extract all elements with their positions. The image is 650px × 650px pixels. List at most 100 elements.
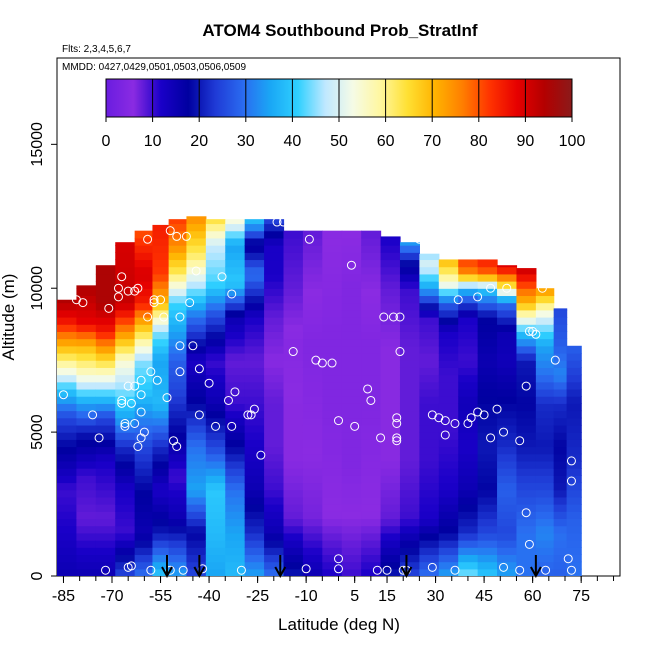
heatmap-cell xyxy=(76,403,97,412)
heatmap-cell xyxy=(497,410,518,419)
heatmap-cell xyxy=(399,540,420,548)
heatmap-cell xyxy=(57,302,78,311)
heatmap-cell xyxy=(516,511,537,520)
heatmap-cell xyxy=(95,388,116,397)
heatmap-cell xyxy=(302,439,323,448)
heatmap-cell xyxy=(553,547,568,556)
observation-point xyxy=(317,358,327,368)
observation-point xyxy=(372,565,382,575)
heatmap-cell xyxy=(566,410,582,419)
heatmap-cell xyxy=(535,345,555,354)
heatmap-cell xyxy=(497,554,518,563)
heatmap-cell xyxy=(553,417,568,426)
heatmap-cell xyxy=(57,468,78,476)
heatmap-cell xyxy=(244,482,265,491)
heatmap-cell xyxy=(225,460,246,469)
heatmap-cell xyxy=(497,424,518,433)
heatmap-cell xyxy=(438,295,459,304)
heatmap-cell xyxy=(115,468,136,476)
heatmap-cell xyxy=(205,381,226,390)
heatmap-cell xyxy=(264,532,285,541)
heatmap-cell xyxy=(535,374,555,383)
heatmap-cell xyxy=(225,511,246,520)
heatmap-cell xyxy=(477,525,498,534)
heatmap-cell xyxy=(76,453,97,462)
heatmap-cell xyxy=(283,309,304,318)
heatmap-cell xyxy=(152,453,170,462)
heatmap-cell xyxy=(419,388,440,397)
heatmap-cell xyxy=(419,253,440,261)
heatmap-cell xyxy=(152,237,170,246)
heatmap-cell xyxy=(95,324,116,332)
heatmap-cell xyxy=(419,309,440,318)
heatmap-cell xyxy=(477,338,498,347)
heatmap-cell xyxy=(264,475,285,484)
heatmap-cell xyxy=(419,331,440,340)
heatmap-cell xyxy=(302,475,323,484)
heatmap-cell xyxy=(535,352,555,361)
heatmap-cell xyxy=(244,245,265,253)
x-tick-label: -25 xyxy=(246,588,269,605)
heatmap-cell xyxy=(419,317,440,325)
heatmap-cell xyxy=(225,396,246,404)
heatmap-cell xyxy=(57,424,78,433)
observation-point xyxy=(479,410,489,420)
heatmap-cell xyxy=(458,317,479,325)
heatmap-cell xyxy=(152,252,170,261)
heatmap-cell xyxy=(302,367,323,376)
flight-arrows xyxy=(161,555,542,579)
heatmap-cell xyxy=(341,518,362,527)
heatmap-cell xyxy=(516,302,537,311)
x-tick-label: 5 xyxy=(350,588,359,605)
heatmap-cell xyxy=(264,518,285,527)
heatmap-cell xyxy=(322,324,343,332)
observation-point xyxy=(531,329,541,339)
heatmap-cell xyxy=(458,518,479,527)
heatmap-cell xyxy=(458,374,479,383)
heatmap-cell xyxy=(264,266,285,275)
heatmap-cell xyxy=(152,568,170,576)
heatmap-cell xyxy=(76,532,97,541)
heatmap-cell xyxy=(57,554,78,563)
heatmap-cell xyxy=(535,496,555,505)
heatmap-cell xyxy=(264,511,285,520)
heatmap-cell xyxy=(95,331,116,340)
heatmap-cell xyxy=(264,547,285,556)
heatmap-cell xyxy=(168,525,188,534)
heatmap-cell xyxy=(186,309,207,318)
heatmap-cell xyxy=(95,396,116,404)
observation-point xyxy=(515,436,525,446)
heatmap-cell xyxy=(134,331,154,340)
heatmap-cell xyxy=(399,302,420,311)
heatmap-cell xyxy=(225,547,246,556)
heatmap-cell xyxy=(535,367,555,376)
heatmap-cell xyxy=(516,273,537,282)
heatmap-cell xyxy=(134,352,154,361)
observation-point xyxy=(541,565,551,575)
heatmap-cell xyxy=(380,352,401,361)
heatmap-cell xyxy=(186,417,207,426)
heatmap-cell xyxy=(152,446,170,455)
observation-point xyxy=(376,433,386,443)
heatmap-cell xyxy=(134,403,154,412)
heatmap-cell xyxy=(553,308,568,311)
heatmap-cell xyxy=(535,403,555,412)
heatmap-cell xyxy=(95,504,116,512)
heatmap-cell xyxy=(302,446,323,455)
heatmap-cell xyxy=(168,259,188,268)
heatmap-cell xyxy=(419,460,440,469)
heatmap-cell xyxy=(95,453,116,462)
heatmap-cell xyxy=(168,230,188,239)
heatmap-cell xyxy=(477,439,498,448)
heatmap-cell xyxy=(399,547,420,556)
heatmap-cell xyxy=(419,482,440,491)
heatmap-cell xyxy=(341,331,362,340)
heatmap-cell xyxy=(419,381,440,390)
heatmap-cell xyxy=(302,381,323,390)
heatmap-cell xyxy=(244,219,265,225)
heatmap-cell xyxy=(76,561,97,570)
heatmap-cell xyxy=(361,324,382,332)
y-axis-label: Altitude (m) xyxy=(0,274,18,361)
heatmap-cell xyxy=(134,295,154,304)
